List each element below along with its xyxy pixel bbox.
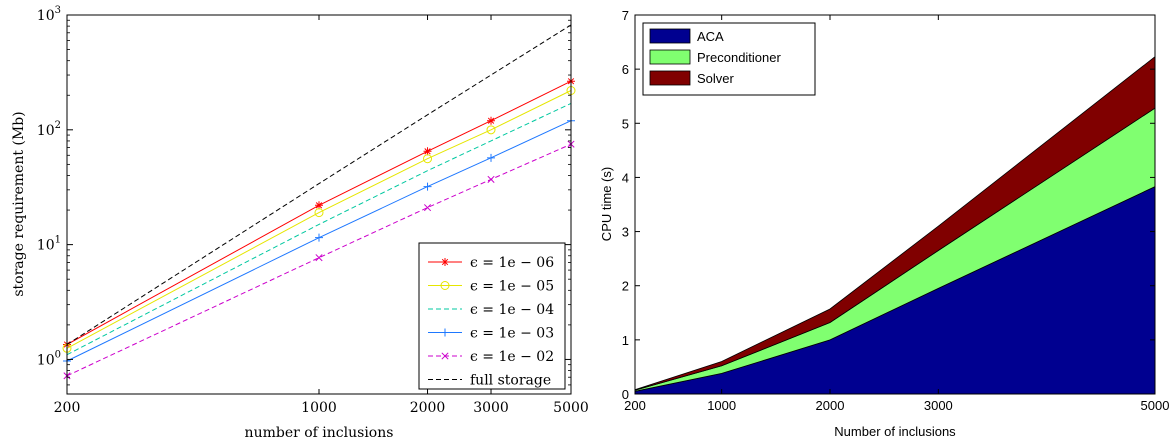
storage-point-1e-06-2000 xyxy=(423,147,432,156)
storage-y-tick-label-10: 101 xyxy=(37,235,61,254)
cpu-time-chart: 200 1000 2000 3000 5000 0 1 2 3 4 5 6 7 Number of i… xyxy=(599,8,1169,439)
storage-legend-label-1e-04: ϵ = 1e − 04 xyxy=(470,302,554,318)
cpu-time-legend-label-aca: ACA xyxy=(697,29,724,44)
storage-x-tick-label-1000: 1000 xyxy=(301,400,337,416)
storage-x-tick-label-5000: 5000 xyxy=(553,400,589,416)
storage-x-tick-label-2000: 2000 xyxy=(410,400,446,416)
cpu-time-legend-swatch-aca xyxy=(649,28,691,44)
cpu-time-y-axis-label: CPU time (s) xyxy=(599,167,614,241)
cpu-time-x-tick-label-2000: 2000 xyxy=(816,398,845,413)
storage-y-tick-label-1000: 103 xyxy=(37,5,61,24)
cpu-time-legend-label-solver: Solver xyxy=(697,71,735,86)
cpu-time-x-axis-label: Number of inclusions xyxy=(834,424,956,439)
storage-series-line-1e-04 xyxy=(66,102,572,356)
storage-chart: 200 1000 2000 3000 5000 100 101 102 103 number … xyxy=(11,5,589,440)
storage-x-ticks: 200 1000 2000 3000 5000 xyxy=(54,15,589,416)
storage-point-1e-03-2000 xyxy=(423,182,432,191)
cpu-time-plot-frame xyxy=(634,14,1156,395)
cpu-time-x-tick-label-5000: 5000 xyxy=(1141,398,1170,413)
storage-series-line-1e-05 xyxy=(66,90,572,349)
cpu-time-legend-swatch-solver xyxy=(649,70,691,86)
cpu-time-y-tick-label-2: 2 xyxy=(622,279,629,294)
cpu-time-legend-swatch-preconditioner xyxy=(649,49,691,65)
storage-series xyxy=(62,24,576,380)
storage-legend-label-1e-06: ϵ = 1e − 06 xyxy=(470,255,554,271)
storage-series-line-1e-02 xyxy=(66,143,572,377)
storage-legend-marker-1e-02 xyxy=(441,352,449,360)
storage-y-tick-label-100: 102 xyxy=(37,120,61,139)
cpu-time-legend-label-preconditioner: Preconditioner xyxy=(697,50,781,65)
cpu-time-x-tick-label-200: 200 xyxy=(624,398,646,413)
storage-point-1e-05-2000 xyxy=(423,154,433,164)
storage-point-1e-05-1000 xyxy=(314,208,324,218)
storage-legend-marker-1e-03 xyxy=(441,328,449,337)
cpu-time-y-tick-label-4: 4 xyxy=(622,170,629,185)
cpu-time-y-tick-label-5: 5 xyxy=(622,116,629,131)
cpu-time-y-tick-label-6: 6 xyxy=(622,62,629,77)
cpu-time-y-ticks: 0 1 2 3 4 5 6 7 xyxy=(622,8,1155,402)
storage-x-tick-label-3000: 3000 xyxy=(473,400,509,416)
storage-legend-label-1e-03: ϵ = 1e − 03 xyxy=(470,326,554,342)
cpu-time-legend: ACA Preconditioner Solver xyxy=(642,22,816,96)
cpu-time-y-tick-label-7: 7 xyxy=(622,8,629,23)
cpu-time-y-tick-label-1: 1 xyxy=(622,333,629,348)
storage-legend-label-1e-05: ϵ = 1e − 05 xyxy=(470,279,554,295)
storage-point-1e-02-2000 xyxy=(423,204,432,212)
storage-point-1e-06-1000 xyxy=(315,201,323,210)
storage-legend-marker-1e-06 xyxy=(441,258,449,266)
storage-legend-marker-1e-05 xyxy=(440,281,450,290)
storage-x-tick-label-200: 200 xyxy=(54,400,81,416)
storage-point-1e-06-3000 xyxy=(487,116,496,125)
cpu-time-x-ticks: 200 1000 2000 3000 5000 xyxy=(624,15,1169,413)
storage-y-tick-label-1: 100 xyxy=(37,349,61,368)
storage-point-1e-03-1000 xyxy=(315,233,323,242)
cpu-time-y-tick-label-0: 0 xyxy=(622,387,629,402)
cpu-time-areas xyxy=(634,55,1156,395)
storage-legend-label-1e-02: ϵ = 1e − 02 xyxy=(470,349,554,365)
cpu-time-y-tick-label-3: 3 xyxy=(622,225,629,240)
storage-y-axis-label: storage requirement (Mb) xyxy=(11,111,27,296)
storage-legend-label-full-storage: full storage xyxy=(470,373,551,389)
storage-legend-box xyxy=(418,242,566,390)
cpu-time-x-tick-label-1000: 1000 xyxy=(707,398,736,413)
storage-point-1e-02-3000 xyxy=(487,175,495,183)
storage-point-1e-03-3000 xyxy=(487,153,496,162)
cpu-time-x-tick-label-3000: 3000 xyxy=(924,398,953,413)
storage-x-axis-label: number of inclusions xyxy=(245,425,394,440)
storage-point-1e-02-1000 xyxy=(315,254,323,262)
storage-series-line-full-storage xyxy=(66,24,572,345)
storage-y-ticks: 100 101 102 103 xyxy=(37,5,571,395)
storage-point-1e-05-3000 xyxy=(486,125,496,135)
storage-legend: ϵ = 1e − 06 ϵ = 1e − 05 ϵ = 1e − 04 ϵ = 1e … xyxy=(418,242,566,390)
